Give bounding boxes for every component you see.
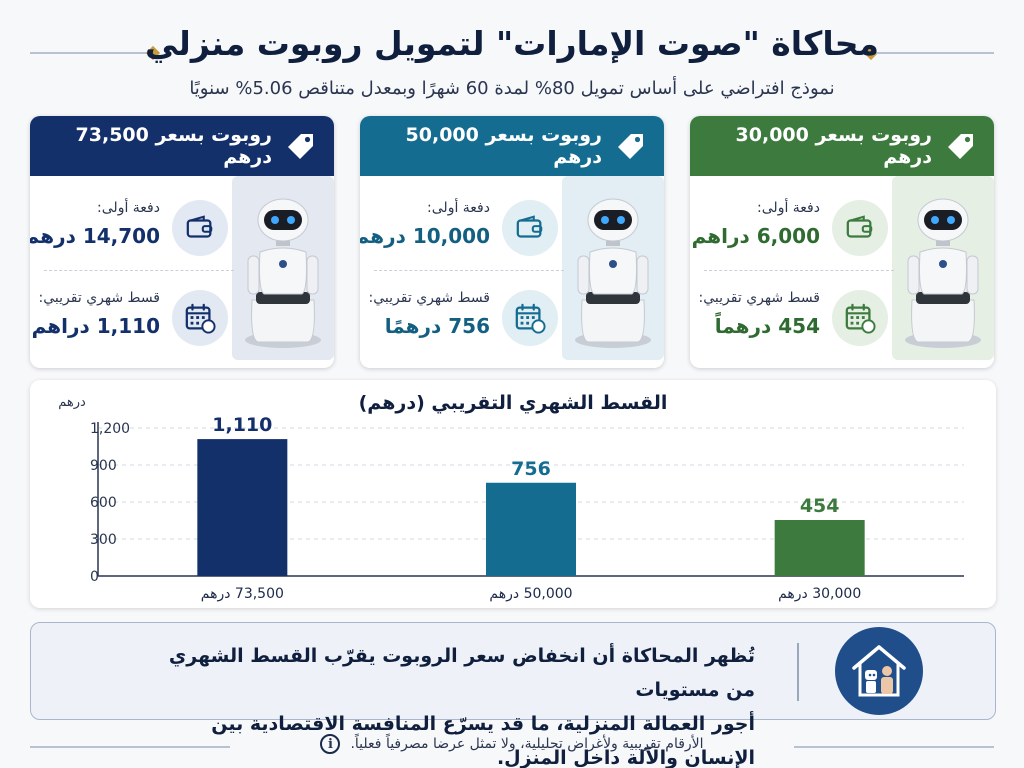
card-header: روبوت بسعر 73,500 درهم — [30, 116, 334, 176]
bar-value-label: 1,110 — [212, 414, 272, 436]
down-payment-value: 14,700 درهم — [30, 224, 160, 248]
down-payment-value: 6,000 دراهم — [691, 224, 820, 248]
card-header: روبوت بسعر 50,000 درهم — [360, 116, 664, 176]
robot-icon — [892, 176, 994, 360]
robot-icon — [232, 176, 334, 360]
card-rows: دفعة أولى: 14,700 درهم قسط شهري تقريبي: 1,1… — [30, 176, 234, 368]
card-body: دفعة أولى: 10,000 درهم قسط شهري تقريبي: 756… — [360, 176, 664, 368]
footer-line-left — [30, 746, 230, 748]
y-tick-label: 600 — [90, 495, 117, 511]
chart-title: القسط الشهري التقريبي (درهم) — [358, 392, 668, 414]
info-icon[interactable]: i — [320, 734, 341, 754]
card-rows: دفعة أولى: 10,000 درهم قسط شهري تقريبي: 756… — [360, 176, 564, 368]
monthly-label: قسط شهري تقريبي: — [368, 290, 490, 306]
insight-divider — [797, 643, 799, 701]
y-tick-label: 0 — [90, 569, 99, 585]
price-card-3: روبوت بسعر 73,500 درهم دفعة أولى: 14,700 د… — [30, 116, 334, 368]
down-payment-row: دفعة أولى: 14,700 درهم — [30, 188, 234, 268]
house-icon — [835, 627, 923, 715]
monthly-installment-chart: درهم 0 300 600 900 1,200 1,110 73,500 درهم 756 50… — [58, 395, 964, 602]
x-tick-label: 73,500 درهم — [201, 586, 284, 602]
insight-text: تُظهر المحاكاة أن انخفاض سعر الروبوت يقر… — [145, 639, 755, 768]
monthly-value: 756 درهمًا — [384, 314, 490, 338]
page-title: محاكاة "صوت الإمارات" لتمويل روبوت منزلي — [145, 24, 879, 63]
monthly-label: قسط شهري تقريبي: — [38, 290, 160, 306]
y-tick-label: 1,200 — [90, 421, 130, 437]
page-subtitle: نموذج افتراضي على أساس تمويل 80% لمدة 60… — [189, 78, 835, 99]
bar — [774, 520, 865, 576]
down-payment-row: دفعة أولى: 6,000 دراهم — [692, 188, 894, 268]
wallet-icon — [502, 200, 558, 256]
x-tick-label: 50,000 درهم — [489, 586, 572, 602]
wallet-icon — [832, 200, 888, 256]
price-card-2: روبوت بسعر 50,000 درهم دفعة أولى: 10,000 د… — [360, 116, 664, 368]
card-header: روبوت بسعر 30,000 درهم — [690, 116, 994, 176]
bar-value-label: 756 — [511, 458, 551, 480]
insight-line-1: تُظهر المحاكاة أن انخفاض سعر الروبوت يقر… — [168, 645, 755, 701]
card-body: دفعة أولى: 14,700 درهم قسط شهري تقريبي: 1,1… — [30, 176, 334, 368]
row-divider — [704, 270, 894, 271]
disclaimer-text: الأرقام تقريبية ولأغراض تحليلية، ولا تمث… — [350, 736, 704, 752]
bar-value-label: 454 — [800, 495, 840, 517]
card-header-text: روبوت بسعر 50,000 درهم — [405, 124, 602, 168]
card-body: دفعة أولى: 6,000 دراهم قسط شهري تقريبي: 454… — [690, 176, 994, 368]
card-header-text: روبوت بسعر 73,500 درهم — [75, 124, 272, 168]
monthly-row: قسط شهري تقريبي: 756 درهمًا — [369, 278, 564, 358]
price-card-1: روبوت بسعر 30,000 درهم دفعة أولى: 6,000 در… — [690, 116, 994, 368]
wallet-icon — [172, 200, 228, 256]
insight-note: تُظهر المحاكاة أن انخفاض سعر الروبوت يقر… — [30, 622, 996, 768]
price-tag-icon — [944, 129, 978, 163]
row-divider — [44, 270, 234, 271]
calendar-icon — [832, 290, 888, 346]
y-tick-label: 300 — [90, 532, 117, 548]
title-row: محاكاة "صوت الإمارات" لتمويل روبوت منزلي — [0, 18, 1024, 68]
monthly-value: 1,110 دراهم — [31, 314, 160, 338]
bar — [197, 439, 288, 576]
down-payment-label: دفعة أولى: — [757, 200, 820, 216]
robot-icon — [562, 176, 664, 360]
x-tick-label: 30,000 درهم — [778, 586, 861, 602]
down-payment-label: دفعة أولى: — [427, 200, 490, 216]
footer-line-right — [794, 746, 994, 748]
card-rows: دفعة أولى: 6,000 دراهم قسط شهري تقريبي: 454… — [692, 176, 894, 368]
down-payment-value: 10,000 درهم — [360, 224, 490, 248]
chart-card: القسط الشهري التقريبي (درهم) درهم 0 300 600… — [30, 380, 996, 608]
monthly-row: قسط شهري تقريبي: 454 درهماً — [699, 278, 894, 358]
price-tag-icon — [284, 129, 318, 163]
monthly-row: قسط شهري تقريبي: 1,110 دراهم — [32, 278, 234, 358]
disclaimer: الأرقام تقريبية ولأغراض تحليلية، ولا تمث… — [0, 734, 1024, 754]
monthly-value: 454 درهماً — [714, 314, 820, 338]
title-deco-line-right — [876, 52, 994, 54]
bar — [486, 482, 576, 576]
down-payment-label: دفعة أولى: — [97, 200, 160, 216]
price-tag-icon — [614, 129, 648, 163]
monthly-label: قسط شهري تقريبي: — [698, 290, 820, 306]
calendar-icon — [172, 290, 228, 346]
down-payment-row: دفعة أولى: 10,000 درهم — [360, 188, 564, 268]
y-axis-label: درهم — [58, 395, 86, 410]
calendar-icon — [502, 290, 558, 346]
card-header-text: روبوت بسعر 30,000 درهم — [735, 124, 932, 168]
y-tick-label: 900 — [90, 458, 117, 474]
title-deco-line-left — [30, 52, 148, 54]
insight-line-2: أجور العمالة المنزلية، ما قد يسرّع المنا… — [211, 713, 755, 768]
row-divider — [374, 270, 564, 271]
